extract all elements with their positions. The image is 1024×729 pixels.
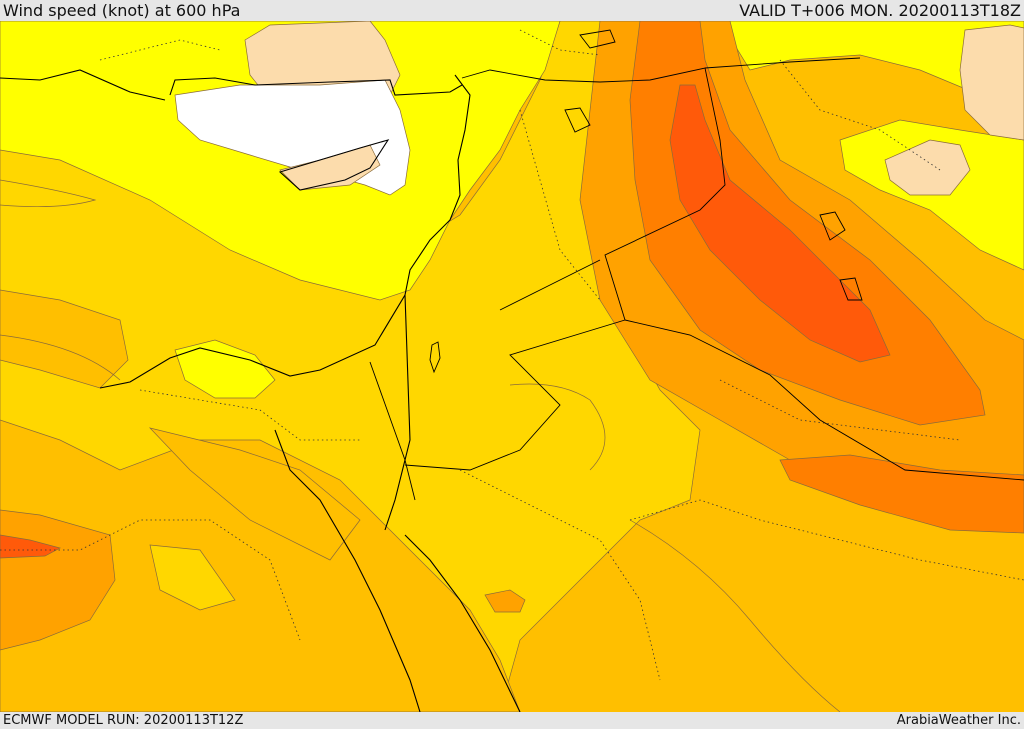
header-bar: Wind speed (knot) at 600 hPa VALID T+006… [0, 0, 1024, 21]
admin-boundaries [0, 29, 1024, 681]
wind-zone-yellow-northeast [719, 21, 1024, 101]
wind-zone-red-orange [669, 84, 891, 363]
wind-zone-amber-band [148, 427, 361, 561]
wind-zone-amber-sw [0, 419, 521, 712]
contour-lines [0, 179, 841, 712]
lakes [429, 29, 863, 374]
model-run-label: ECMWF MODEL RUN: 20200113T12Z [3, 713, 244, 728]
country-borders [369, 57, 1024, 501]
wind-zone-orange-blob [484, 589, 526, 613]
wind-zone-peach-east [959, 24, 1024, 141]
footer-bar: ECMWF MODEL RUN: 20200113T12Z ArabiaWeat… [0, 712, 1024, 729]
wind-zone-gold-sw [149, 544, 236, 611]
wind-speed-map [0, 21, 1024, 712]
wind-zone-yellow-nile [174, 339, 276, 399]
coastlines [0, 69, 521, 712]
credit-label: ArabiaWeather Inc. [896, 713, 1021, 728]
map-title: Wind speed (knot) at 600 hPa [3, 1, 241, 20]
valid-time-label: VALID T+006 MON. 20200113T18Z [739, 1, 1021, 20]
wind-zone-peach-east-small [884, 139, 971, 196]
wind-zone-red-orange-sw [0, 534, 61, 559]
wind-zone-dark-orange [629, 21, 986, 426]
